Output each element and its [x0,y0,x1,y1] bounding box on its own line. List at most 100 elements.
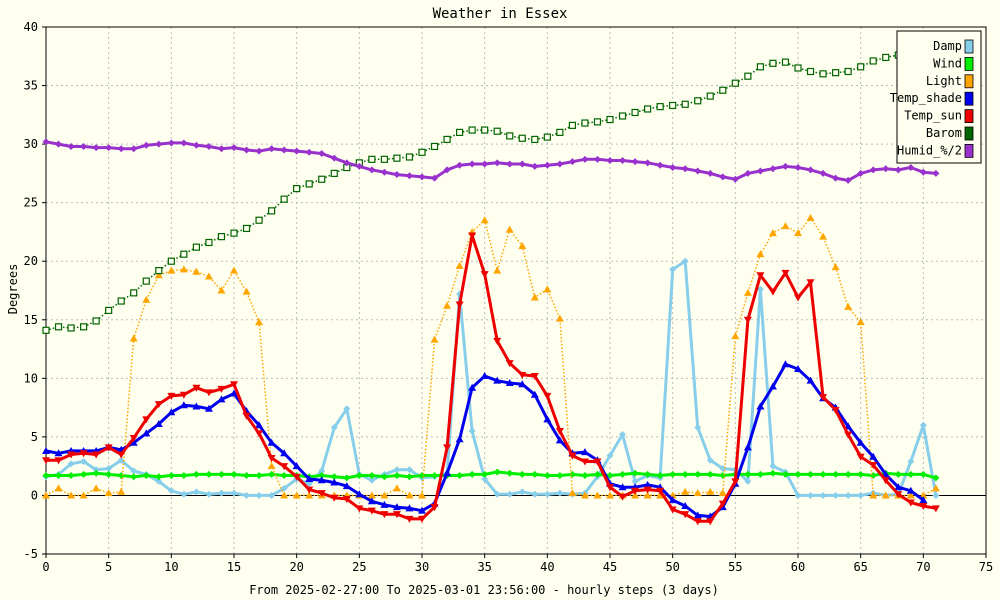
data-point [706,92,714,100]
data-point [305,475,314,483]
data-point [154,271,163,279]
data-point [42,457,50,465]
data-point [593,118,602,126]
data-point [154,401,163,409]
data-point [881,491,890,499]
data-point [819,491,827,499]
data-point [719,173,727,181]
data-point [405,466,413,474]
data-point [505,360,514,368]
data-point [393,466,401,474]
y-tick-label: 5 [31,430,38,444]
data-point [155,473,163,481]
data-point [781,360,790,368]
data-point [693,511,702,519]
data-point [117,487,126,495]
legend-swatch [964,91,974,106]
data-point [593,491,602,499]
data-point [155,477,163,485]
y-tick-label: 35 [24,79,38,93]
data-point [130,473,138,481]
x-tick-label: 30 [415,560,429,574]
data-point [293,147,301,155]
data-point [807,491,815,499]
data-point [443,444,452,452]
data-point [580,491,589,499]
data-point [179,265,188,273]
data-point [217,233,226,241]
data-point [343,405,351,413]
data-point [743,443,752,451]
data-point [267,438,276,446]
data-point [380,168,388,176]
data-point [643,491,652,499]
data-point [393,154,401,162]
data-point [543,392,552,400]
data-point [330,424,338,432]
data-point [531,135,539,144]
data-point [656,487,665,495]
data-point [693,518,702,526]
legend-label: Temp_shade [890,91,962,105]
data-point [155,140,163,148]
data-point [756,250,765,258]
data-point [681,511,690,519]
data-point [618,483,627,491]
data-point [54,457,63,465]
data-point [593,155,601,163]
data-point [405,515,414,523]
data-point [305,148,313,156]
data-point [430,335,439,343]
data-point [317,476,326,484]
data-point [806,376,815,384]
data-point [731,332,740,340]
data-point [380,473,388,481]
data-point [455,261,464,269]
data-point [806,213,815,221]
data-point [92,451,101,459]
data-point [669,101,677,110]
legend-label: Wind [933,56,962,70]
data-point [330,154,338,162]
data-point [506,132,514,140]
data-point [430,142,439,151]
data-point [192,141,200,149]
data-point [167,139,175,147]
data-point [268,145,276,153]
data-point [217,286,226,294]
data-point [794,294,802,302]
tick-labels: 0 5 10 15 20 25 30 35 40 45 50 55 60 65 70 75 -5 0 5 10 15 20… [24,20,994,574]
data-point [267,462,276,470]
data-point [292,473,301,481]
data-point [167,266,176,274]
data-point [731,175,739,183]
data-point [744,477,752,485]
data-point [117,451,126,459]
data-point [142,472,150,480]
data-point [706,169,714,177]
data-point [694,97,702,105]
data-point [130,467,138,475]
data-point [919,496,928,504]
data-point [618,493,627,501]
legend-swatch [964,126,974,141]
data-point [431,174,439,182]
data-point [882,53,890,62]
data-point [67,451,76,459]
data-point [556,489,564,497]
data-point [593,470,601,478]
data-point [343,159,351,167]
data-point [255,147,263,155]
data-point [631,158,639,166]
data-point [769,165,777,173]
data-point [217,145,225,153]
data-point [480,271,489,279]
data-point [731,79,739,87]
data-point [706,487,715,495]
data-point [280,491,289,499]
data-point [606,484,614,492]
data-point [844,302,853,310]
data-point [268,470,276,478]
data-point [367,507,376,515]
data-point [405,473,413,481]
